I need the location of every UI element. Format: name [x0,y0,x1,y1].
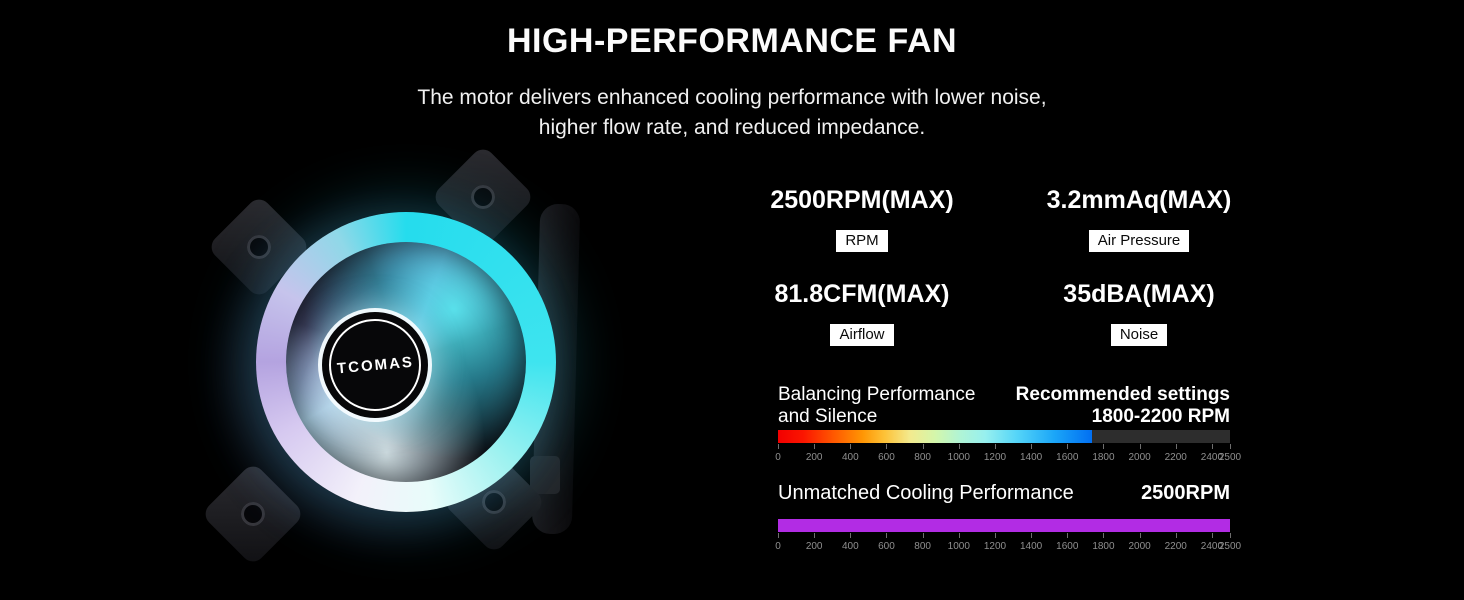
gauge-balanced-bar [778,430,1230,443]
tick-label: 2000 [1128,541,1151,552]
tick-mark [1031,533,1033,538]
tick-mark [922,533,924,538]
tick-mark [1139,533,1141,538]
tick-mark [778,533,779,538]
tick-mark [958,533,960,538]
tick-mark [994,444,996,449]
gauge-annotation-line-1: Recommended settings [1015,384,1230,405]
tick-label: 0 [775,541,781,552]
tick-label: 800 [914,541,931,552]
gauge-balanced-header: Balancing Performance and Silence Recomm… [778,384,1230,427]
fan-connector-tab [530,456,560,494]
screw-hole-icon [236,497,270,531]
tick-mark [814,533,816,538]
tick-mark [958,444,960,449]
tick-label: 600 [878,452,895,463]
tick-label: 600 [878,541,895,552]
spec-badge: Noise [1110,324,1168,346]
tick-label: 1600 [1056,452,1079,463]
tick-label: 800 [914,452,931,463]
gauge-annotation-line-2: 1800-2200 RPM [1091,405,1230,427]
tick-label: 1000 [947,452,970,463]
tick-mark [1230,533,1231,538]
tick-label: 0 [775,452,781,463]
tick-mark [922,444,924,449]
tick-label: 1400 [1019,452,1043,463]
tick-mark [1175,444,1177,449]
tick-label: 400 [841,541,859,552]
screw-hole-icon [242,230,276,264]
tick-label: 1200 [983,452,1007,463]
tick-label: 1800 [1092,541,1115,552]
spec-badge: Airflow [830,324,894,346]
gauge-title-line-1: Balancing Performance [778,384,976,405]
tick-mark [1067,444,1069,449]
spec-value: 3.2mmAq(MAX) [1046,186,1232,214]
tick-label: 2400 [1200,541,1224,552]
spec-airflow: 81.8CFM(MAX) Airflow [762,280,962,346]
gauge-max-header: Unmatched Cooling Performance 2500RPM [778,482,1230,505]
spec-badge: Air Pressure [1088,230,1190,252]
tick-label: 1000 [947,541,970,552]
gauge-balanced-annotation: Recommended settings 1800-2200 RPM [1016,384,1230,427]
tick-label: 1200 [983,541,1007,552]
fan-corner-mount-bottom-left [200,461,306,567]
page-title: HIGH-PERFORMANCE FAN [506,22,958,60]
tick-mark [850,533,852,538]
tick-mark [778,444,779,449]
gauge-balanced-scale: 0 200 400 600 800 1000 1200 1400 1600 1800 2000 220… [775,444,1241,470]
tick-mark [1211,444,1213,449]
spec-value: 35dBA(MAX) [1063,280,1215,308]
tick-label: 2000 [1128,452,1151,463]
tick-mark [1031,444,1033,449]
gauge-max-title: Unmatched Cooling Performance [778,482,1074,504]
gauge-max-annotation: 2500RPM [1141,482,1230,504]
tick-label: 200 [805,541,823,552]
fan-product-image: TCOMAS [200,144,581,567]
gauge-title-line-2: and Silence [778,405,878,427]
tick-mark [1103,444,1105,449]
screw-hole-icon [466,180,500,214]
tick-mark [1175,533,1177,538]
gauge-max-bar [778,519,1230,532]
tick-mark [1230,444,1231,449]
tick-mark [886,444,888,449]
tick-mark [886,533,888,538]
subtitle-line-1: The motor delivers enhanced cooling perf… [417,86,1047,109]
spec-air-pressure: 3.2mmAq(MAX) Air Pressure [1039,186,1239,252]
gauge-max-fill [778,519,1230,532]
tick-mark [814,444,816,449]
tick-mark [994,533,996,538]
tick-mark [1211,533,1213,538]
tick-label: 2500 [1218,541,1242,552]
spec-rpm: 2500RPM(MAX) RPM [762,186,962,252]
spec-noise: 35dBA(MAX) Noise [1039,280,1239,346]
tick-label: 2200 [1164,541,1187,552]
tick-mark [1067,533,1069,538]
spec-value: 81.8CFM(MAX) [774,280,950,308]
tick-mark [1103,533,1105,538]
tick-label: 2200 [1164,452,1187,463]
spec-value: 2500RPM(MAX) [770,186,954,214]
tick-label: 400 [841,452,859,463]
gauge-balanced-fill [778,430,1093,443]
tick-label: 200 [805,452,823,463]
gauge-balanced-title: Balancing Performance and Silence [778,384,976,427]
fan-hub: TCOMAS [322,312,428,418]
tick-label: 1600 [1056,541,1079,552]
spec-badge: RPM [836,230,888,252]
brand-logo: TCOMAS [335,353,415,377]
page-subtitle: The motor delivers enhanced cooling perf… [0,83,1464,143]
tick-label: 2500 [1218,452,1242,463]
gauge-max-scale: 0 200 400 600 800 1000 1200 1400 1600 1800 2000 220… [775,533,1241,559]
tick-mark [850,444,852,449]
tick-mark [1139,444,1141,449]
subtitle-line-2: higher flow rate, and reduced impedance. [538,116,926,139]
tick-label: 2400 [1200,452,1224,463]
tick-label: 1400 [1019,541,1043,552]
tick-label: 1800 [1092,452,1115,463]
